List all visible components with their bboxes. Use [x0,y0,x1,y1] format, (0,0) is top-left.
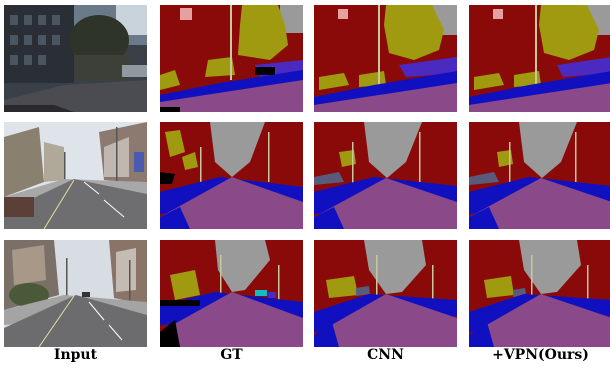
cnn-segmentation-row2 [314,122,457,229]
column-label-cnn: CNN [367,347,404,363]
column-label-input: Input [53,347,98,363]
ground-truth-segmentation-row2 [160,122,303,229]
vpn-segmentation-row1 [469,5,610,112]
cnn-segmentation-row1 [314,5,457,112]
vpn-segmentation-row3 [469,240,610,347]
ground-truth-segmentation-row1 [160,5,303,112]
column-label-gt: GT [220,347,243,363]
input-image-row1 [4,5,147,112]
cnn-segmentation-row3 [314,240,457,347]
column-label-vpn: +VPN(Ours) [492,347,589,363]
vpn-segmentation-row2 [469,122,610,229]
input-image-row2 [4,122,147,229]
ground-truth-segmentation-row3 [160,240,303,347]
input-image-row3 [4,240,147,347]
